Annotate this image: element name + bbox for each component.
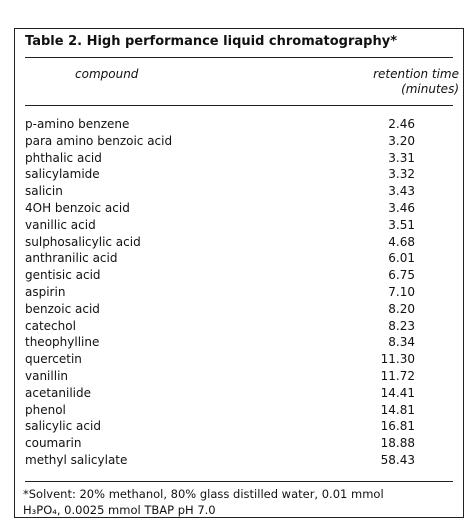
compound-name: vanillin [25, 369, 69, 383]
compound-name: para amino benzoic acid [25, 133, 173, 148]
compound-name: 4OH benzoic acid [25, 201, 130, 215]
retention-time: 11.72 [380, 369, 415, 383]
retention-time: 3.46 [388, 201, 415, 215]
retention-time: 16.81 [380, 419, 415, 434]
retention-time: 18.88 [380, 436, 415, 451]
retention-time: 4.68 [388, 234, 415, 249]
compound-name: salicylamide [25, 167, 100, 182]
header-retention: retention time [373, 67, 459, 81]
rule [25, 105, 453, 106]
compound-name: aspirin [25, 285, 66, 299]
retention-time: 3.20 [388, 133, 415, 148]
rule [25, 57, 453, 58]
compound-name: coumarin [25, 436, 82, 451]
compound-name: phenol [25, 402, 66, 417]
retention-time: 8.20 [388, 301, 415, 316]
compound-name: salicylic acid [25, 419, 101, 434]
compound-name: vanillic acid [25, 217, 96, 232]
compound-name: theophylline [25, 335, 100, 350]
compound-name: p-amino benzene [25, 117, 130, 131]
compound-name: benzoic acid [25, 301, 100, 316]
retention-time: 8.34 [388, 335, 415, 350]
compound-name: salicin [25, 184, 63, 199]
table-title: Table 2. High performance liquid chromat… [25, 34, 398, 49]
retention-time: 14.81 [380, 402, 415, 417]
retention-time: 3.51 [388, 217, 415, 232]
compound-name: phthalic acid [25, 150, 102, 165]
footnote: *Solvent: 20% methanol, 80% glass distil… [23, 487, 384, 501]
compound-name: anthranilic acid [25, 251, 118, 266]
compound-name: quercetin [25, 352, 82, 367]
header-compound: compound [75, 67, 139, 81]
compound-name: gentisic acid [25, 268, 101, 283]
compound-name: sulphosalicylic acid [25, 234, 141, 249]
retention-time: 6.01 [388, 251, 415, 266]
retention-time: 3.31 [388, 150, 415, 165]
compound-name: methyl salicylate [25, 453, 128, 467]
header-unit: (minutes) [401, 82, 459, 96]
retention-time: 2.46 [388, 117, 415, 131]
footnote: H₃PO₄, 0.0025 mmol TBAP pH 7.0 [23, 503, 216, 517]
rule [25, 481, 453, 482]
retention-time: 6.75 [388, 268, 415, 283]
retention-time: 8.23 [388, 318, 415, 333]
retention-time: 7.10 [388, 285, 415, 299]
retention-time: 11.30 [380, 352, 415, 367]
retention-time: 3.32 [388, 167, 415, 182]
compound-name: catechol [25, 318, 76, 333]
table-box: Table 2. High performance liquid chromat… [14, 28, 464, 518]
retention-time: 3.43 [388, 184, 415, 199]
retention-time: 14.41 [380, 385, 415, 400]
compound-name: acetanilide [25, 385, 91, 400]
retention-time: 58.43 [380, 453, 415, 467]
